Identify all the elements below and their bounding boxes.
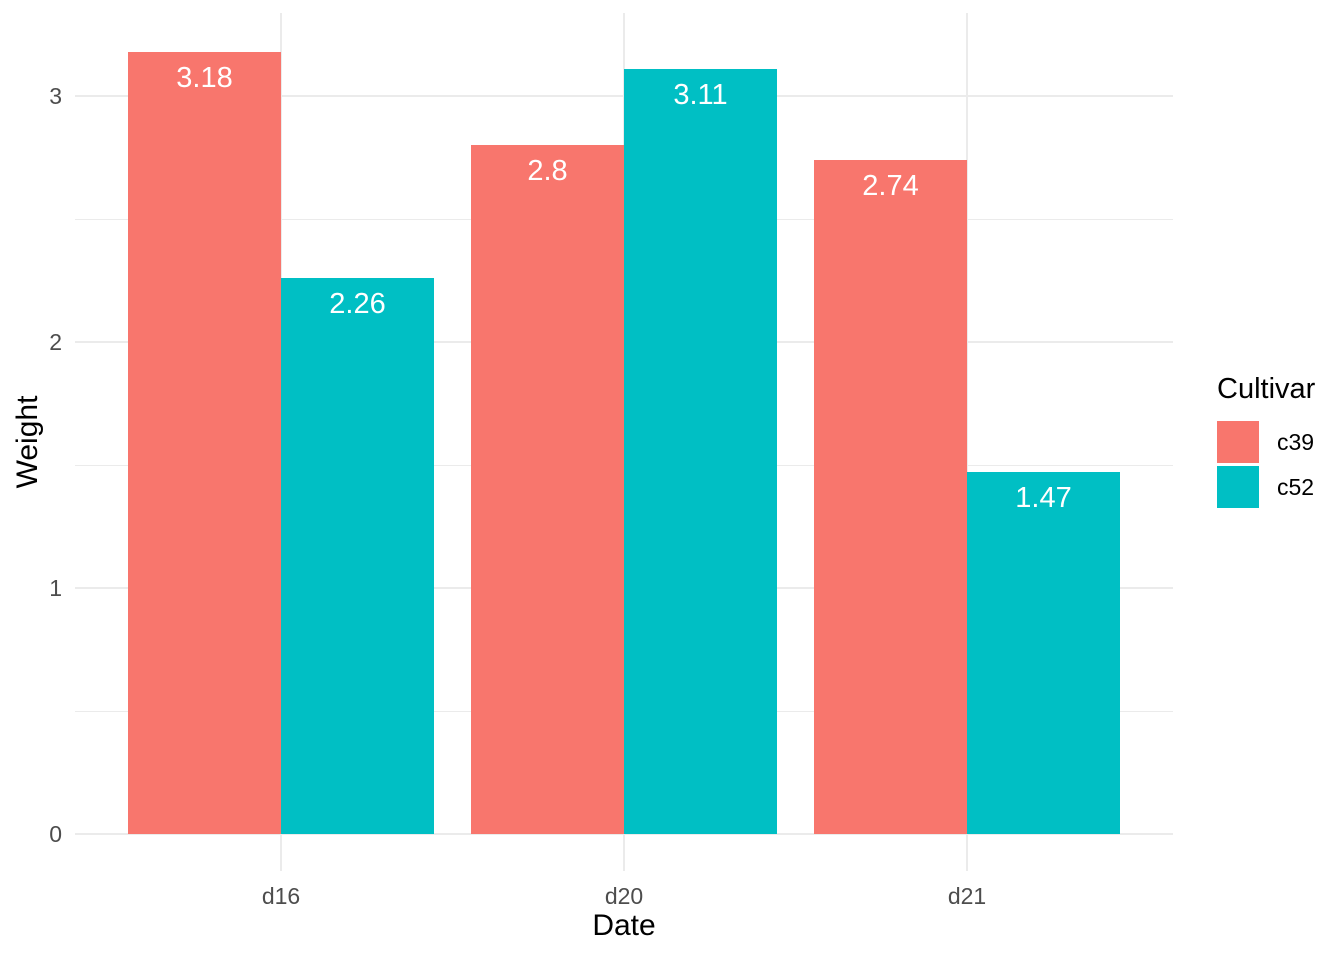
bar-value-label-c39-d16: 3.18 bbox=[176, 62, 233, 94]
bar-c39-d20 bbox=[471, 145, 624, 834]
bar-value-label-c52-d21: 1.47 bbox=[1015, 482, 1072, 514]
legend-swatch-c39-icon bbox=[1217, 421, 1259, 463]
legend-label-c52: c52 bbox=[1277, 473, 1315, 500]
bar-value-label-c52-d20: 3.11 bbox=[673, 79, 728, 111]
bar-c39-d21 bbox=[814, 160, 967, 834]
bar-c52-d20 bbox=[624, 69, 777, 834]
y-axis-title: Weight bbox=[11, 395, 44, 489]
y-tick-label-0: 0 bbox=[49, 821, 62, 847]
y-tick-label-3: 3 bbox=[49, 83, 62, 109]
legend-swatch-c52-icon bbox=[1217, 466, 1259, 508]
legend-item-c52: c52 bbox=[1217, 466, 1315, 508]
v-gridline bbox=[966, 13, 968, 871]
x-tick-label-d20: d20 bbox=[604, 883, 644, 909]
legend-item-c39: c39 bbox=[1217, 421, 1315, 463]
bar-c52-d21 bbox=[967, 472, 1120, 834]
x-tick-label-d21: d21 bbox=[947, 883, 987, 909]
bar-value-label-c52-d16: 2.26 bbox=[329, 288, 386, 320]
legend: Cultivar c39 c52 bbox=[1217, 371, 1315, 508]
y-tick-label-2: 2 bbox=[49, 329, 62, 355]
bar-value-label-c39-d21: 2.74 bbox=[862, 170, 919, 202]
bar-c52-d16 bbox=[281, 278, 434, 834]
bar-value-label-c39-d20: 2.8 bbox=[527, 155, 568, 187]
x-axis-title: Date bbox=[592, 909, 656, 942]
legend-label-c39: c39 bbox=[1277, 428, 1315, 455]
bar-c39-d16 bbox=[128, 52, 281, 834]
x-tick-label-d16: d16 bbox=[261, 883, 301, 909]
legend-title: Cultivar bbox=[1217, 373, 1316, 405]
y-tick-label-1: 1 bbox=[49, 575, 62, 601]
